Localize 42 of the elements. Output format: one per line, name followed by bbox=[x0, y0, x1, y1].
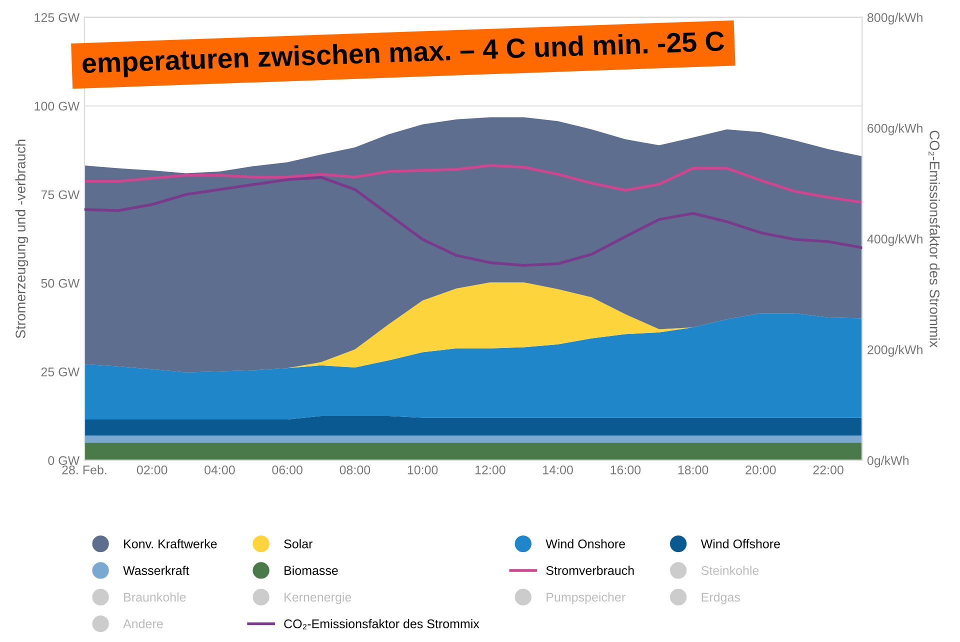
annotation: emperaturen zwischen max. – 4 C und min. -25 C bbox=[82, 30, 725, 79]
legend-label: Kernenergie bbox=[284, 592, 352, 604]
x-tick-label: 14:00 bbox=[543, 466, 573, 474]
line-series bbox=[84, 164, 862, 204]
y2-tick-label: 600g/kWh bbox=[868, 124, 922, 136]
x-tick-label: 22:00 bbox=[813, 466, 844, 474]
x-tick-label: 02:00 bbox=[136, 466, 168, 474]
legend-label: Wind Offshore bbox=[700, 539, 780, 548]
legend-label: CO₂-Emissionsfaktor des Strommix bbox=[284, 619, 480, 630]
y-tick-label: 75 GW bbox=[41, 190, 80, 200]
x-tick-label: 16:00 bbox=[610, 466, 641, 474]
y-tick-label: 50 GW bbox=[41, 278, 80, 288]
legend-label: Wasserkraft bbox=[123, 566, 190, 575]
line-series bbox=[84, 176, 862, 267]
x-tick-label: 06:00 bbox=[272, 466, 302, 474]
legend-label: Solar bbox=[284, 539, 313, 548]
legend-label: Erdgas bbox=[702, 592, 740, 604]
legend-label: Wind Onshore bbox=[546, 539, 625, 548]
legend-label: Braunkohle bbox=[124, 592, 186, 602]
legend-label: Stromverbrauch bbox=[546, 566, 634, 575]
x-tick-label: 18:00 bbox=[678, 466, 708, 474]
legend-label: Steinkohle bbox=[701, 566, 759, 575]
x-tick-label: 04:00 bbox=[204, 466, 235, 474]
y-axis-title: Stromerzeugung und -verbrauch bbox=[15, 140, 28, 338]
y-tick-label: 125 GW bbox=[34, 13, 80, 22]
y2-tick-label: 800g/kWh bbox=[867, 12, 922, 24]
y2-axis-title: CO₂-Emissionsfaktor des Strommix bbox=[928, 130, 940, 348]
y-tick-label: 25 GW bbox=[41, 368, 80, 376]
y-tick-label: 0 GW bbox=[48, 456, 80, 465]
x-tick-label: 12:00 bbox=[476, 466, 506, 474]
y2-tick-label: 0g/kWh bbox=[867, 456, 909, 468]
x-tick-label: 20:00 bbox=[746, 466, 776, 474]
y-tick-label: 100 GW bbox=[34, 102, 80, 111]
legend-label: Pumpspeicher bbox=[546, 592, 626, 604]
x-tick-label: 10:00 bbox=[408, 466, 438, 474]
x-tick-label: 08:00 bbox=[340, 466, 370, 474]
legend-label: Andere bbox=[123, 619, 163, 628]
y2-tick-label: 200g/kWh bbox=[868, 345, 922, 357]
y2-tick-label: 400g/kWh bbox=[867, 234, 922, 246]
x-tick-label: 28. Feb. bbox=[62, 465, 106, 474]
legend-label: Konv. Kraftwerke bbox=[124, 539, 217, 548]
legend-label: Biomasse bbox=[284, 566, 338, 575]
